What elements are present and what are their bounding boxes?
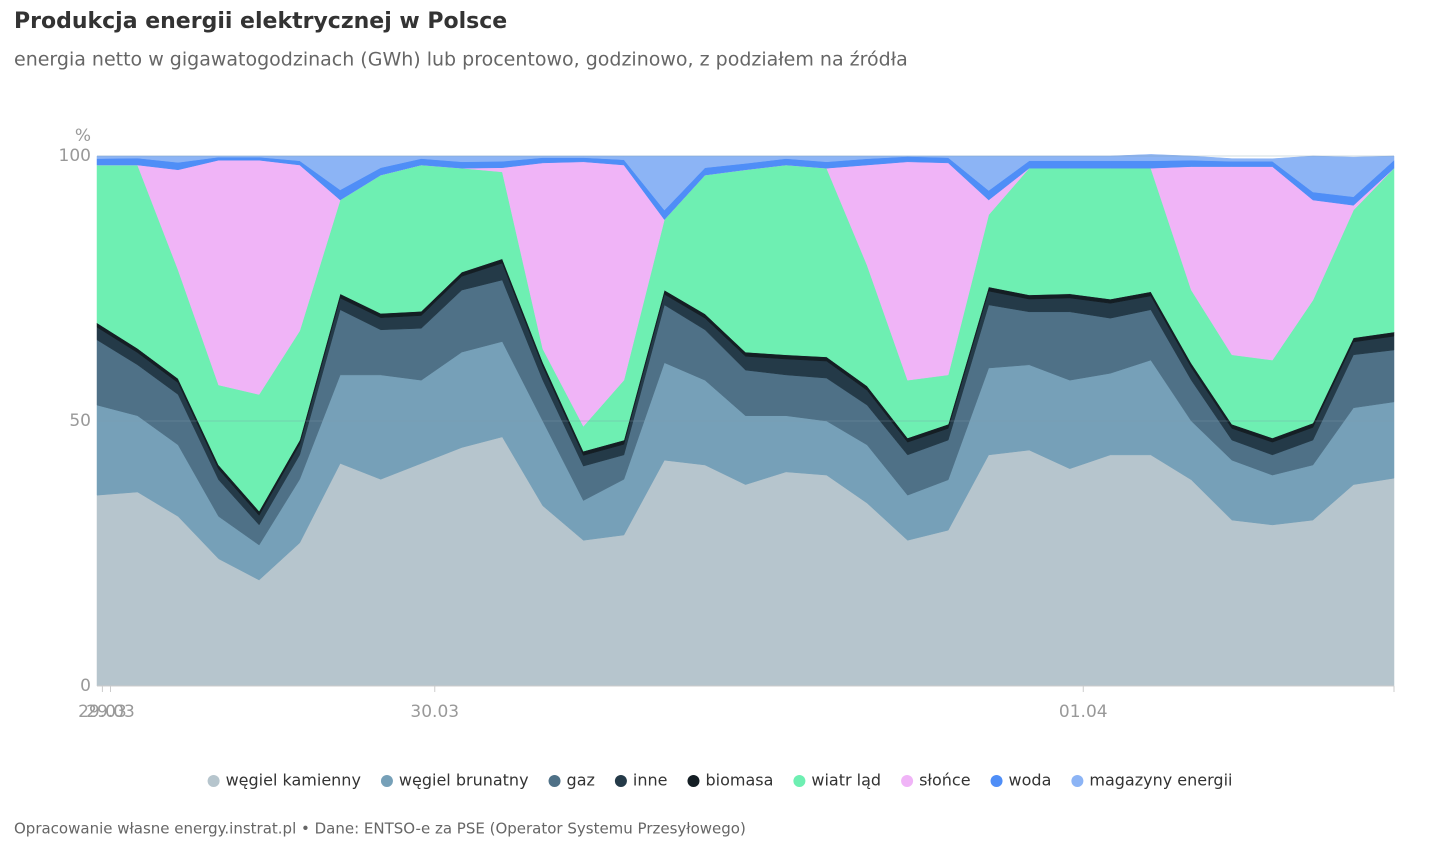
legend: węgiel kamienny węgiel brunatny gaz inne bio… [207,771,1232,790]
legend-label: woda [1009,771,1052,790]
legend-item: wiatr ląd [793,771,881,790]
legend-label: węgiel brunatny [399,771,529,790]
legend-item: gaz [548,771,595,790]
legend-item: węgiel kamienny [207,771,361,790]
x-tick-label: 29.03 [86,702,135,722]
x-tick-label: 01.04 [1059,702,1108,722]
legend-item: woda [990,771,1052,790]
y-axis-label: % [75,126,91,146]
legend-label: magazyny energii [1089,771,1232,790]
legend-item: magazyny energii [1071,771,1232,790]
legend-item: słońce [901,771,971,790]
legend-label: gaz [567,771,595,790]
legend-swatch [1071,775,1084,787]
legend-swatch [990,775,1003,787]
legend-swatch [380,775,393,787]
y-tick-label: 50 [69,411,91,431]
legend-swatch [207,775,220,787]
legend-item: biomasa [687,771,773,790]
legend-label: biomasa [705,771,773,790]
area [96,154,1395,211]
legend-label: inne [633,771,668,790]
legend-label: wiatr ląd [811,771,881,790]
y-tick-label: 0 [80,676,91,696]
x-tick-label: 29.03 [78,702,127,722]
x-tick-label: 30.03 [410,702,459,722]
legend-swatch [901,775,914,787]
legend-swatch [614,775,627,787]
legend-label: węgiel kamienny [226,771,361,790]
y-tick-label: 100 [59,146,91,166]
legend-label: słońce [919,771,970,790]
legend-item: inne [614,771,668,790]
chart-title: Produkcja energii elektrycznej w Polsce [14,9,507,34]
legend-swatch [793,775,806,787]
source-note: Opracowanie własne energy.instrat.pl • D… [14,820,746,838]
legend-swatch [687,775,700,787]
chart-subtitle: energia netto w gigawatogodzinach (GWh) … [14,49,908,71]
legend-item: węgiel brunatny [380,771,529,790]
legend-swatch [548,775,561,787]
